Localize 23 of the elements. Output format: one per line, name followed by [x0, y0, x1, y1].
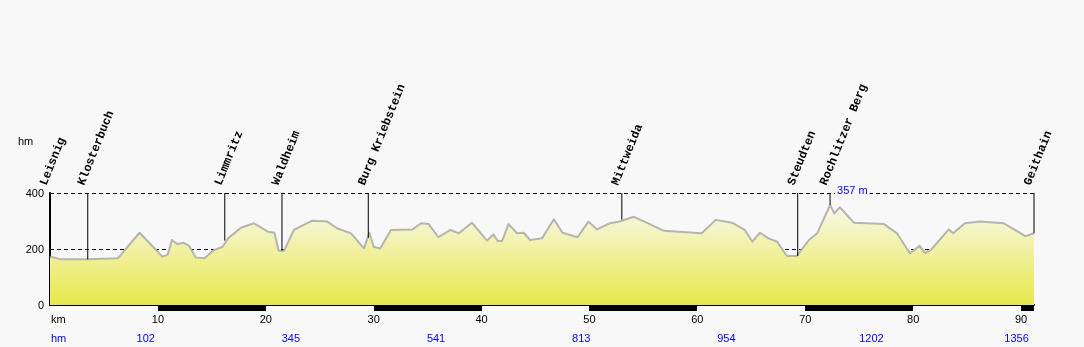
x-tick-label: 20	[259, 312, 272, 325]
x-tick-label: 10	[151, 312, 165, 325]
data-label: 357 m	[837, 184, 868, 197]
x-tick-label: 60	[691, 312, 704, 325]
text: 813	[572, 331, 591, 344]
x-tick-label: 50	[583, 312, 596, 325]
text: 1356	[1004, 331, 1029, 344]
x2-axis-title: hm	[51, 331, 67, 344]
y-tick-label: 0	[37, 299, 44, 311]
x-tick-label: 30	[367, 312, 380, 325]
x-tick-label: 40	[475, 312, 488, 325]
text: 541	[426, 331, 446, 344]
x-tick-label: 70	[799, 312, 812, 325]
text: 102	[136, 331, 155, 344]
text: 954	[717, 331, 736, 344]
y-tick-label: 200	[25, 243, 44, 255]
x-tick-label: 80	[907, 312, 920, 325]
x-axis-title: km	[51, 312, 66, 325]
x-tick-label: 90	[1014, 312, 1028, 325]
text: 345	[281, 331, 301, 344]
text: 1202	[859, 331, 884, 344]
y-axis-title: hm	[18, 134, 34, 147]
y-tick-label: 400	[25, 187, 44, 199]
